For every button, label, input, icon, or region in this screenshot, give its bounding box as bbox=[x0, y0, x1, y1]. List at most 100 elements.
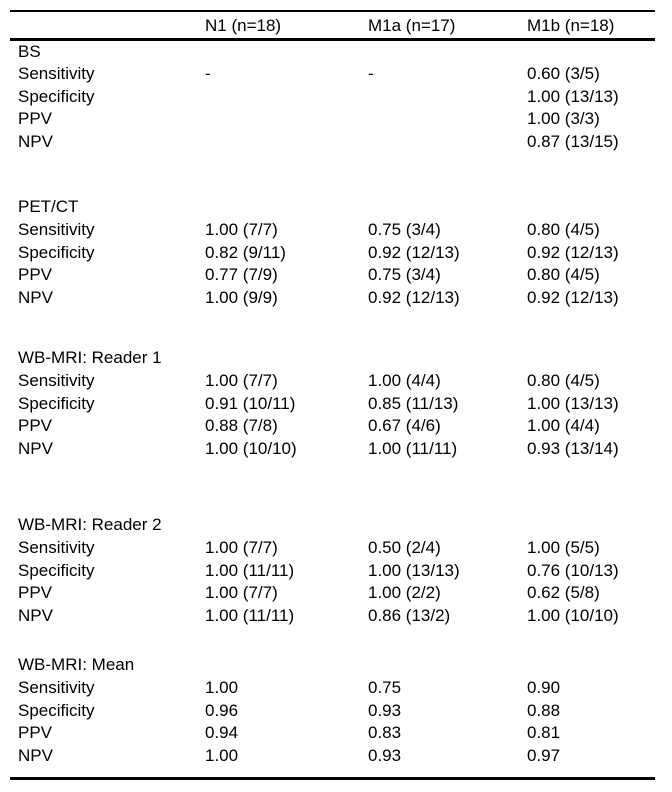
row-label: PPV bbox=[18, 416, 53, 436]
value-cell: 0.92 (12/13) bbox=[527, 242, 619, 262]
table-row: Sensitivity - - 0.60 (3/5) bbox=[10, 63, 655, 86]
group-heading-row: WB-MRI: Reader 2 bbox=[10, 514, 655, 537]
value-cell: 0.80 (4/5) bbox=[527, 265, 600, 285]
value-cell bbox=[205, 86, 368, 109]
row-label: Sensitivity bbox=[18, 371, 95, 391]
value-cell: 0.97 bbox=[527, 745, 561, 765]
table-row: Sensitivity 1.00 (7/7) 0.50 (2/4) 1.00 (5/5… bbox=[10, 537, 655, 560]
value-cell: 0.62 (5/8) bbox=[527, 583, 600, 603]
value-cell: 0.60 (3/5) bbox=[527, 64, 600, 84]
group-heading-row: WB-MRI: Reader 1 bbox=[10, 347, 655, 370]
group-heading-row: WB-MRI: Mean bbox=[10, 654, 655, 677]
empty-cell bbox=[527, 41, 655, 64]
row-label: NPV bbox=[18, 605, 53, 625]
value-cell: 1.00 (5/5) bbox=[527, 538, 600, 557]
value-cell: 0.92 (12/13) bbox=[368, 242, 460, 262]
row-label: Sensitivity bbox=[18, 677, 95, 697]
value-cell: 0.92 (12/13) bbox=[527, 287, 619, 307]
table-group: WB-MRI: Reader 1 Sensitivity 1.00 (7/7) 1.0… bbox=[10, 347, 655, 460]
value-cell: 1.00 (13/13) bbox=[527, 86, 619, 106]
header-col-n1: N1 (n=18) bbox=[205, 16, 282, 35]
value-cell: 0.81 bbox=[527, 723, 561, 743]
value-cell: 1.00 (13/13) bbox=[368, 560, 460, 580]
table-group: WB-MRI: Mean Sensitivity 1.00 0.75 0.90 Speci… bbox=[10, 654, 655, 767]
value-cell: 0.75 (3/4) bbox=[368, 265, 441, 285]
value-cell: 1.00 (7/7) bbox=[205, 371, 278, 391]
empty-cell bbox=[205, 347, 368, 370]
row-label: NPV bbox=[18, 745, 53, 765]
group-heading: WB-MRI: Reader 2 bbox=[18, 515, 162, 535]
table-group: BS Sensitivity - - 0.60 (3/5) Specificity 1.00… bbox=[10, 41, 655, 154]
header-separator-rule bbox=[10, 38, 655, 41]
value-cell: 1.00 bbox=[205, 677, 239, 697]
table-row: PPV 0.77 (7/9) 0.75 (3/4) 0.80 (4/5) bbox=[10, 264, 655, 287]
table-row: PPV 1.00 (7/7) 1.00 (2/2) 0.62 (5/8) bbox=[10, 582, 655, 605]
row-label: NPV bbox=[18, 131, 53, 151]
row-label: Sensitivity bbox=[18, 220, 95, 240]
table-row: Sensitivity 1.00 0.75 0.90 bbox=[10, 677, 655, 700]
header-col-m1a: M1a (n=17) bbox=[368, 16, 456, 35]
value-cell: 0.82 (9/11) bbox=[205, 242, 286, 262]
value-cell: 1.00 (4/4) bbox=[527, 416, 600, 436]
value-cell: 0.93 bbox=[368, 700, 402, 720]
value-cell: 0.87 (13/15) bbox=[527, 131, 619, 151]
empty-cell bbox=[527, 347, 655, 370]
row-label: Specificity bbox=[18, 393, 95, 413]
row-label: PPV bbox=[18, 723, 53, 743]
value-cell: 0.80 (4/5) bbox=[527, 220, 600, 240]
value-cell: 1.00 (13/13) bbox=[527, 393, 619, 413]
table-row: NPV 1.00 (11/11) 0.86 (13/2) 1.00 (10/10) bbox=[10, 605, 655, 628]
value-cell: 1.00 (11/11) bbox=[368, 438, 458, 458]
value-cell bbox=[368, 86, 527, 109]
value-cell bbox=[368, 131, 527, 154]
value-cell: 0.93 (13/14) bbox=[527, 438, 619, 458]
value-cell: 0.85 (11/13) bbox=[368, 393, 459, 413]
value-cell: 1.00 (7/7) bbox=[205, 220, 278, 240]
table-header-row: N1 (n=18) M1a (n=17) M1b (n=18) bbox=[10, 12, 655, 38]
value-cell: 0.50 (2/4) bbox=[368, 538, 441, 557]
value-cell: 1.00 bbox=[205, 745, 239, 765]
value-cell: 1.00 (7/7) bbox=[205, 583, 278, 603]
table-bottom-rule bbox=[10, 777, 655, 780]
row-label: Sensitivity bbox=[18, 538, 95, 557]
value-cell: 0.75 (3/4) bbox=[368, 220, 441, 240]
group-heading-row: PET/CT bbox=[10, 196, 655, 219]
value-cell: 1.00 (3/3) bbox=[527, 109, 600, 129]
row-label: NPV bbox=[18, 438, 53, 458]
table-body: BS Sensitivity - - 0.60 (3/5) Specificity 1.00… bbox=[10, 41, 655, 768]
table-row: NPV 0.87 (13/15) bbox=[10, 131, 655, 154]
empty-cell bbox=[368, 347, 527, 370]
empty-cell bbox=[205, 514, 368, 537]
value-cell: 1.00 (4/4) bbox=[368, 371, 441, 391]
empty-cell bbox=[368, 654, 527, 677]
group-heading: WB-MRI: Mean bbox=[18, 655, 135, 675]
value-cell bbox=[368, 108, 527, 131]
table-row: Specificity 0.82 (9/11) 0.92 (12/13) 0.92 (… bbox=[10, 242, 655, 265]
value-cell: 1.00 (10/10) bbox=[527, 605, 619, 625]
value-cell: 1.00 (11/11) bbox=[205, 560, 295, 580]
value-cell: 0.93 bbox=[368, 745, 402, 765]
value-cell: 0.90 bbox=[527, 677, 561, 697]
row-label: NPV bbox=[18, 287, 53, 307]
value-cell: 0.88 bbox=[527, 700, 561, 720]
empty-cell bbox=[527, 514, 655, 537]
table-row: NPV 1.00 (9/9) 0.92 (12/13) 0.92 (12/13) bbox=[10, 287, 655, 310]
row-label: PPV bbox=[18, 265, 53, 285]
value-cell: 0.67 (4/6) bbox=[368, 416, 441, 436]
table-row: Sensitivity 1.00 (7/7) 1.00 (4/4) 0.80 (4/5… bbox=[10, 370, 655, 393]
value-cell: 0.96 bbox=[205, 700, 239, 720]
table-top-rule bbox=[10, 10, 655, 12]
value-cell: - bbox=[205, 64, 211, 84]
value-cell: 0.91 (10/11) bbox=[205, 393, 296, 413]
row-label: Sensitivity bbox=[18, 64, 95, 84]
row-label: Specificity bbox=[18, 86, 95, 106]
row-label: Specificity bbox=[18, 700, 95, 720]
empty-cell bbox=[368, 196, 527, 219]
table-row: NPV 1.00 (10/10) 1.00 (11/11) 0.93 (13/14) bbox=[10, 438, 655, 461]
value-cell: 0.92 (12/13) bbox=[368, 287, 460, 307]
table-row: PPV 0.94 0.83 0.81 bbox=[10, 722, 655, 745]
table-group: WB-MRI: Reader 2 Sensitivity 1.00 (7/7) 0.5… bbox=[10, 514, 655, 627]
row-label: Specificity bbox=[18, 242, 95, 262]
value-cell: 1.00 (2/2) bbox=[368, 583, 441, 603]
